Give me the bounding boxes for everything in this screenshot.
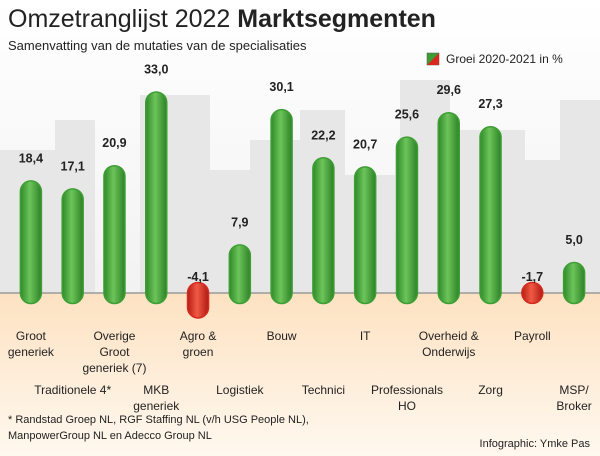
subtitle: Samenvatting van de mutaties van de spec… bbox=[8, 38, 307, 53]
category-label: Professionals HO bbox=[371, 383, 443, 413]
category-label: Overige Groot generiek (7) bbox=[82, 329, 146, 375]
value-label: 20,9 bbox=[102, 136, 126, 150]
bar bbox=[61, 188, 84, 305]
bar bbox=[395, 136, 419, 305]
value-label: 27,3 bbox=[478, 97, 502, 111]
chart-title: Omzetranglijst 2022 Marktsegmenten bbox=[8, 5, 436, 33]
value-label: -4,1 bbox=[187, 270, 209, 284]
category-label: Overheid & Onderwijs bbox=[419, 329, 479, 359]
category-label: MKB generiek bbox=[133, 383, 180, 413]
category-label: Agro & groen bbox=[180, 329, 217, 359]
bar bbox=[270, 108, 293, 305]
category-label: Traditionele 4* bbox=[34, 383, 111, 397]
category-label: Payroll bbox=[514, 329, 551, 343]
credit: Infographic: Ymke Pas bbox=[480, 438, 591, 450]
category-label: Logistiek bbox=[216, 383, 264, 397]
value-label: 7,9 bbox=[231, 215, 248, 229]
footnote: * Randstad Groep NL, RGF Staffing NL (v/… bbox=[8, 414, 309, 442]
bar bbox=[562, 261, 586, 305]
value-label: 29,6 bbox=[437, 83, 461, 97]
legend: Groei 2020-2021 in % bbox=[426, 52, 563, 66]
bar bbox=[312, 157, 335, 305]
value-label: 25,6 bbox=[395, 108, 419, 122]
legend-swatch-neg bbox=[427, 53, 439, 65]
value-label: 33,0 bbox=[144, 63, 168, 77]
value-label: 22,2 bbox=[311, 128, 335, 142]
bar bbox=[479, 125, 502, 305]
bar bbox=[437, 111, 460, 305]
title-light: Omzetranglijst 2022 bbox=[8, 5, 230, 33]
category-label: Zorg bbox=[478, 383, 503, 397]
bar bbox=[521, 281, 544, 305]
bar bbox=[228, 244, 252, 305]
value-label: 18,4 bbox=[19, 151, 43, 165]
value-label: 20,7 bbox=[353, 137, 377, 151]
bar bbox=[186, 281, 210, 319]
bar bbox=[103, 164, 126, 305]
bar bbox=[145, 91, 168, 305]
category-label: Technici bbox=[302, 383, 345, 397]
value-label: 17,1 bbox=[61, 159, 85, 173]
value-label: -1,7 bbox=[522, 270, 544, 284]
value-label: 30,1 bbox=[269, 80, 293, 94]
bar bbox=[353, 166, 377, 305]
value-label: 5,0 bbox=[565, 233, 582, 247]
legend-label: Groei 2020-2021 in % bbox=[446, 52, 563, 66]
ground bbox=[0, 293, 600, 456]
category-label: Groot generiek bbox=[8, 329, 55, 359]
category-label: Bouw bbox=[267, 329, 297, 343]
bar bbox=[19, 180, 43, 305]
category-label: IT bbox=[360, 329, 371, 343]
category-label: MSP/Broker bbox=[556, 383, 591, 413]
title-bold: Marktsegmenten bbox=[237, 5, 436, 33]
